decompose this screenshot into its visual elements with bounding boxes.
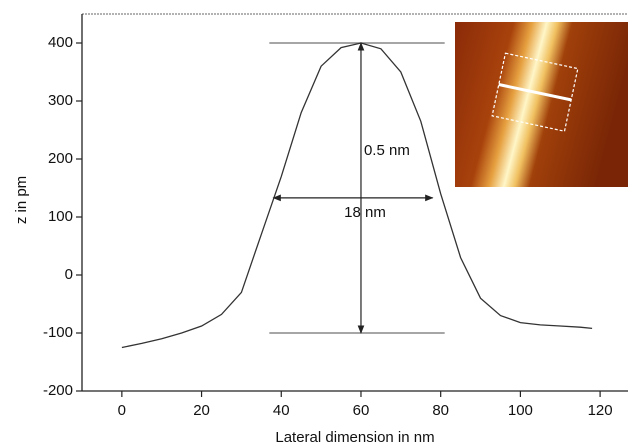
y-tick-label: 0 xyxy=(65,266,73,283)
y-tick-label: -100 xyxy=(43,324,73,341)
dimension-label: 0.5 nm xyxy=(364,142,410,159)
x-tick-label: 40 xyxy=(273,402,290,419)
page: z in pm Lateral dimension in nm -200 -100… xyxy=(0,0,630,448)
x-tick-label: 80 xyxy=(432,402,449,419)
inset-image xyxy=(455,22,628,187)
x-tick-label: 0 xyxy=(118,402,126,419)
y-tick-label: 400 xyxy=(48,34,73,51)
y-tick-label: 200 xyxy=(48,150,73,167)
y-tick-label: -200 xyxy=(43,382,73,399)
x-axis-label: Lateral dimension in nm xyxy=(275,429,434,446)
x-tick-label: 120 xyxy=(588,402,613,419)
y-tick-label: 300 xyxy=(48,92,73,109)
y-tick-label: 100 xyxy=(48,208,73,225)
x-tick-label: 60 xyxy=(353,402,370,419)
afm-image xyxy=(455,22,628,187)
x-tick-label: 20 xyxy=(193,402,210,419)
dimension-label: 18 nm xyxy=(344,204,386,221)
x-tick-label: 100 xyxy=(508,402,533,419)
y-axis-label: z in pm xyxy=(13,176,30,224)
chart: z in pm Lateral dimension in nm -200 -100… xyxy=(0,0,630,448)
